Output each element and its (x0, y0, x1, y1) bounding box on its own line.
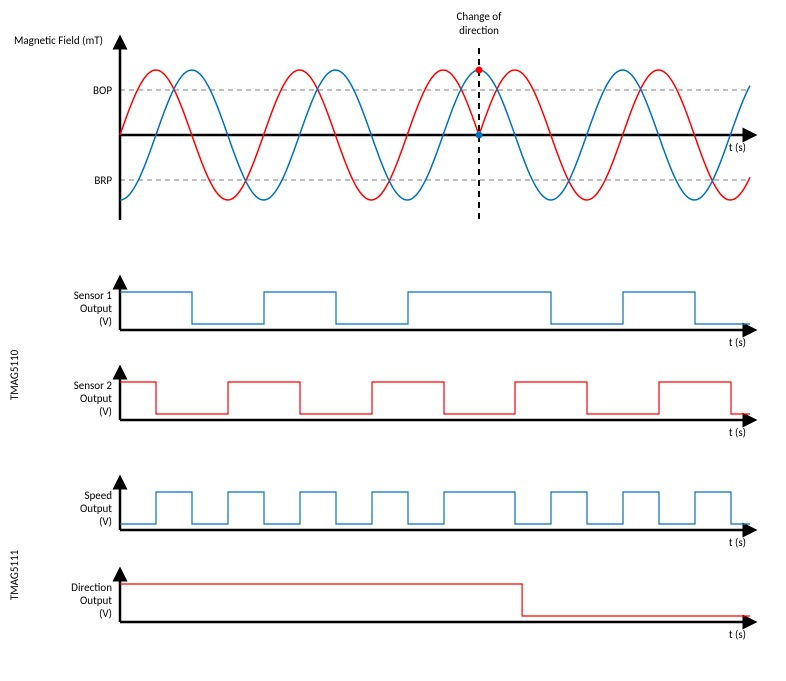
label-sensor2-1: Output (80, 392, 112, 405)
label-sensor1-2: (V) (99, 315, 112, 328)
label-sensor2-0: Sensor 2 (74, 379, 113, 392)
label-t-speed: t (s) (729, 536, 746, 549)
label-sensor2-2: (V) (99, 405, 112, 418)
marker-red (476, 67, 483, 74)
label-t-dir: t (s) (729, 628, 746, 641)
label-speed-0: Speed (84, 489, 112, 502)
sensor1-wave (120, 292, 750, 324)
label-change-1: Change of (457, 10, 503, 23)
label-bop: BOP (93, 84, 112, 97)
label-magnetic-field: Magnetic Field (mT) (14, 34, 103, 47)
label-sensor1-0: Sensor 1 (74, 289, 113, 302)
label-dir-2: (V) (99, 607, 112, 620)
label-dir-1: Output (80, 594, 112, 607)
speed-wave (120, 492, 750, 524)
label-t-s2: t (s) (729, 426, 746, 439)
label-t-main: t (s) (729, 141, 746, 154)
label-brp: BRP (94, 174, 112, 187)
direction-wave (120, 584, 750, 616)
label-tmag5111: TMAG5111 (8, 549, 21, 600)
label-speed-2: (V) (99, 515, 112, 528)
marker-blue (476, 132, 483, 139)
sensor2-wave (120, 382, 750, 414)
label-t-s1: t (s) (729, 336, 746, 349)
label-sensor1-1: Output (80, 302, 112, 315)
label-change-2: direction (459, 24, 499, 37)
label-speed-1: Output (80, 502, 112, 515)
label-tmag5110: TMAG5110 (8, 349, 21, 400)
label-dir-0: Direction (71, 581, 112, 594)
